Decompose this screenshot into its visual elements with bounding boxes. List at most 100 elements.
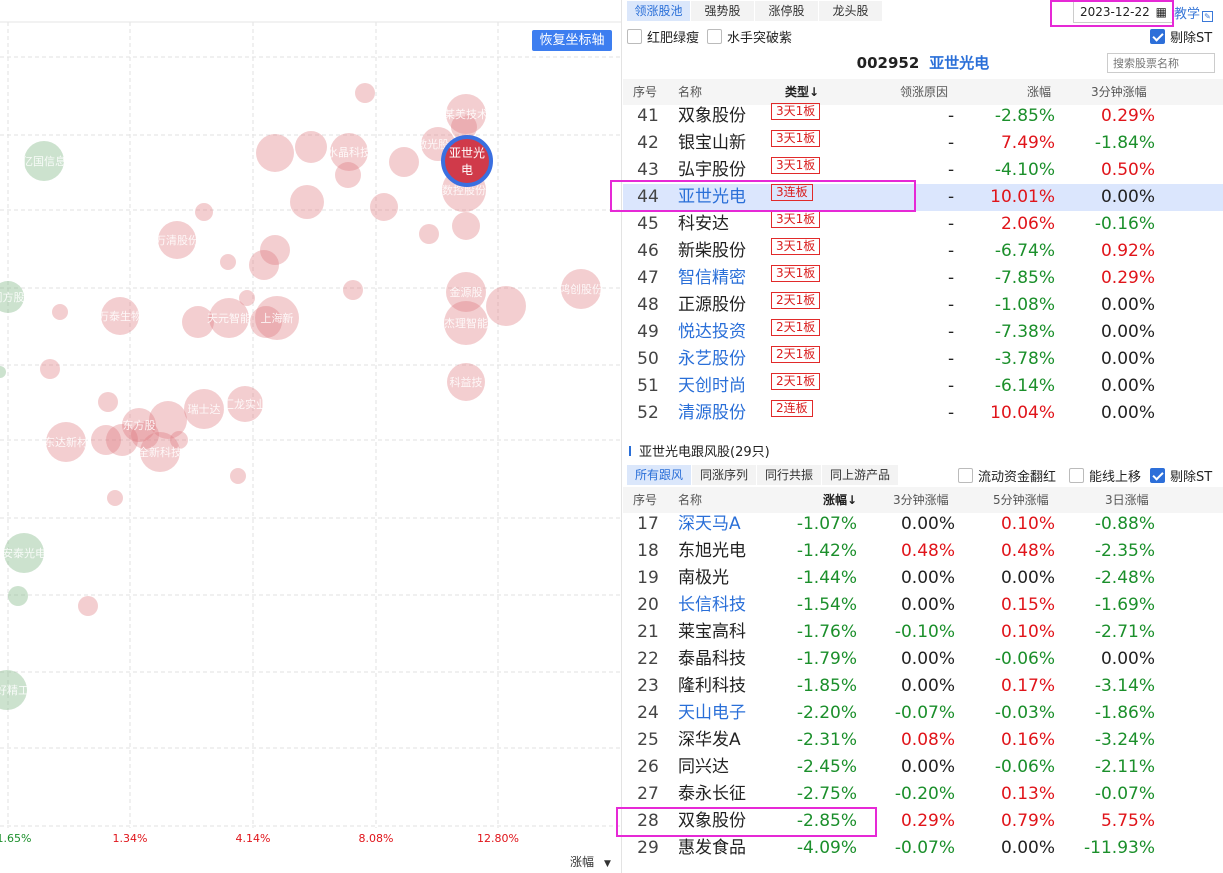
- stock-bubble[interactable]: [149, 401, 187, 439]
- col-seq[interactable]: 序号: [633, 493, 658, 507]
- stock-bubble[interactable]: [184, 389, 224, 429]
- calendar-icon[interactable]: ▦: [1155, 5, 1167, 19]
- table-row[interactable]: 47 智信精密 3天1板 - -7.85% 0.29%: [623, 265, 1223, 292]
- stock-name[interactable]: 南极光: [678, 568, 729, 588]
- stock-bubble[interactable]: [446, 94, 486, 134]
- stock-name[interactable]: 天山电子: [678, 703, 746, 723]
- stock-bubble[interactable]: [370, 193, 398, 221]
- stock-name[interactable]: 深华发A: [678, 730, 741, 750]
- stock-bubble[interactable]: [290, 185, 324, 219]
- stock-bubble[interactable]: [122, 408, 156, 442]
- date-picker[interactable]: 2023-12-22 ▦: [1073, 1, 1173, 23]
- table-row[interactable]: 48 正源股份 2天1板 - -1.08% 0.00%: [623, 292, 1223, 319]
- table-row[interactable]: 25 深华发A -2.31% 0.08% 0.16% -3.24%: [623, 727, 1223, 754]
- table-row[interactable]: 18 东旭光电 -1.42% 0.48% 0.48% -2.35%: [623, 538, 1223, 565]
- stock-bubble[interactable]: [260, 235, 290, 265]
- stock-bubble[interactable]: [182, 306, 214, 338]
- table-row[interactable]: 21 莱宝高科 -1.76% -0.10% 0.10% -2.71%: [623, 619, 1223, 646]
- col-change-3min[interactable]: 3分钟涨幅: [1091, 85, 1147, 99]
- stock-bubble[interactable]: [230, 468, 246, 484]
- stock-name[interactable]: 智信精密: [678, 268, 746, 288]
- teach-link[interactable]: 教学 ✎: [1174, 3, 1214, 22]
- restore-axis-button[interactable]: 恢复坐标轴: [532, 30, 612, 51]
- table-row[interactable]: 28 双象股份 -2.85% 0.29% 0.79% 5.75%: [623, 808, 1223, 835]
- table-row[interactable]: 44 亚世光电 3连板 - 10.01% 0.00%: [623, 184, 1223, 211]
- stock-bubble[interactable]: [209, 298, 249, 338]
- stock-name[interactable]: 亚世光电: [678, 187, 746, 207]
- stock-bubble[interactable]: [355, 83, 375, 103]
- table-row[interactable]: 45 科安达 3天1板 - 2.06% -0.16%: [623, 211, 1223, 238]
- table-row[interactable]: 46 新柴股份 3天1板 - -6.74% 0.92%: [623, 238, 1223, 265]
- option-exclude-st[interactable]: 剔除ST: [1150, 27, 1212, 46]
- tab-strong-stocks[interactable]: 强势股: [691, 1, 755, 21]
- stock-bubble[interactable]: [131, 421, 159, 449]
- stock-bubble[interactable]: [195, 203, 213, 221]
- stock-name[interactable]: 正源股份: [678, 295, 746, 315]
- tab-leading-pool[interactable]: 领涨股池: [627, 1, 691, 21]
- stock-name[interactable]: 悦达投资: [678, 322, 746, 342]
- stock-name[interactable]: 惠发食品: [678, 838, 746, 858]
- stock-bubble[interactable]: [451, 114, 477, 140]
- stock-bubble[interactable]: [335, 162, 361, 188]
- table-row[interactable]: 42 银宝山新 3天1板 - 7.49% -1.84%: [623, 130, 1223, 157]
- option-red-green[interactable]: 红肥绿瘦: [627, 27, 699, 46]
- stock-bubble[interactable]: [227, 386, 263, 422]
- stock-bubble[interactable]: [419, 224, 439, 244]
- table-row[interactable]: 23 隆利科技 -1.85% 0.00% 0.17% -3.14%: [623, 673, 1223, 700]
- stock-bubble[interactable]: [140, 432, 180, 472]
- stock-bubble[interactable]: [46, 422, 86, 462]
- table-row[interactable]: 17 深天马A -1.07% 0.00% 0.10% -0.88%: [623, 511, 1223, 538]
- table-row[interactable]: 43 弘宇股份 3天1板 - -4.10% 0.50%: [623, 157, 1223, 184]
- stock-name[interactable]: 泰永长征: [678, 784, 746, 804]
- stock-bubble[interactable]: [486, 286, 526, 326]
- stock-bubble[interactable]: [561, 269, 601, 309]
- tab-all-followers[interactable]: 所有跟风: [627, 465, 693, 485]
- table-row[interactable]: 49 悦达投资 2天1板 - -7.38% 0.00%: [623, 319, 1223, 346]
- stock-name[interactable]: 亚世光电: [929, 54, 990, 72]
- checkbox-exclude-st[interactable]: [1150, 29, 1165, 44]
- table-row[interactable]: 19 南极光 -1.44% 0.00% 0.00% -2.48%: [623, 565, 1223, 592]
- table-row[interactable]: 27 泰永长征 -2.75% -0.20% 0.13% -0.07%: [623, 781, 1223, 808]
- stock-name[interactable]: 隆利科技: [678, 676, 746, 696]
- col-name[interactable]: 名称: [678, 85, 703, 99]
- col-change[interactable]: 涨幅↓: [823, 493, 858, 507]
- stock-bubble[interactable]: [452, 212, 480, 240]
- checkbox-red-green[interactable]: [627, 29, 642, 44]
- stock-bubble[interactable]: [0, 366, 6, 378]
- table-row[interactable]: 24 天山电子 -2.20% -0.07% -0.03% -1.86%: [623, 700, 1223, 727]
- stock-name[interactable]: 双象股份: [678, 811, 746, 831]
- table-row[interactable]: 20 长信科技 -1.54% 0.00% 0.15% -1.69%: [623, 592, 1223, 619]
- tab-upstream[interactable]: 同上游产品: [822, 465, 900, 485]
- stock-name[interactable]: 永艺股份: [678, 349, 746, 369]
- table-row[interactable]: 51 天创时尚 2天1板 - -6.14% 0.00%: [623, 373, 1223, 400]
- stock-name[interactable]: 莱宝高科: [678, 622, 746, 642]
- table-row[interactable]: 22 泰晶科技 -1.79% 0.00% -0.06% 0.00%: [623, 646, 1223, 673]
- table-row[interactable]: 52 清源股份 2连板 - 10.04% 0.00%: [623, 400, 1223, 427]
- stock-bubble[interactable]: [101, 297, 139, 335]
- stock-name[interactable]: 银宝山新: [678, 133, 746, 153]
- stock-name[interactable]: 长信科技: [678, 595, 746, 615]
- stock-name[interactable]: 清源股份: [678, 403, 746, 423]
- col-change[interactable]: 涨幅: [1027, 85, 1052, 99]
- stock-bubble[interactable]: [0, 670, 27, 710]
- stock-bubble[interactable]: [78, 596, 98, 616]
- stock-bubble[interactable]: [330, 133, 368, 171]
- stock-bubble[interactable]: [52, 304, 68, 320]
- checkbox-capital-red[interactable]: [958, 468, 973, 483]
- stock-bubble[interactable]: [447, 363, 485, 401]
- table-row[interactable]: 26 同兴达 -2.45% 0.00% -0.06% -2.11%: [623, 754, 1223, 781]
- option-capital-red[interactable]: 流动资金翻红: [958, 466, 1056, 485]
- stock-bubble[interactable]: [389, 147, 419, 177]
- tab-peer-resonance[interactable]: 同行共振: [757, 465, 823, 485]
- selected-stock-bubble[interactable]: [441, 135, 493, 187]
- option-follow-exclude-st[interactable]: 剔除ST: [1150, 466, 1212, 485]
- stock-bubble[interactable]: [220, 254, 236, 270]
- option-line-up[interactable]: 能线上移: [1069, 466, 1141, 485]
- col-name[interactable]: 名称: [678, 493, 703, 507]
- stock-bubble[interactable]: [4, 533, 44, 573]
- table-row[interactable]: 41 双象股份 3天1板 - -2.85% 0.29%: [623, 103, 1223, 130]
- checkbox-sailor-purple[interactable]: [707, 29, 722, 44]
- stock-name[interactable]: 泰晶科技: [678, 649, 746, 669]
- tab-leaders[interactable]: 龙头股: [819, 1, 883, 21]
